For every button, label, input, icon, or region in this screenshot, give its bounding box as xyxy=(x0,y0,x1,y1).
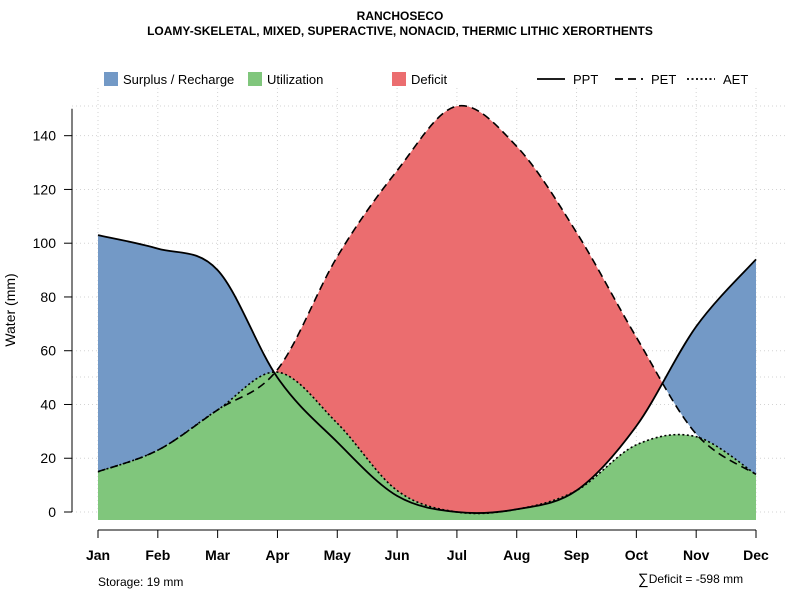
legend-label: Deficit xyxy=(411,72,448,87)
legend-label: Surplus / Recharge xyxy=(123,72,234,87)
storage-note: Storage: 19 mm xyxy=(98,575,184,589)
x-tick-label: Mar xyxy=(205,547,230,563)
y-axis-label: Water (mm) xyxy=(2,273,18,346)
sigma-symbol: ∑ xyxy=(638,571,649,588)
y-tick-label: 20 xyxy=(40,450,56,466)
legend-swatch xyxy=(392,72,406,86)
x-tick-label: Sep xyxy=(564,547,590,563)
y-tick-label: 0 xyxy=(48,504,56,520)
legend-swatch xyxy=(104,72,118,86)
utilization-base xyxy=(98,372,756,520)
y-tick-label: 60 xyxy=(40,343,56,359)
chart-title: RANCHOSECO xyxy=(356,9,444,23)
legend-label: Utilization xyxy=(267,72,323,87)
y-tick-label: 120 xyxy=(33,181,57,197)
line-aet xyxy=(97,371,757,515)
chart-subtitle: LOAMY-SKELETAL, MIXED, SUPERACTIVE, NONA… xyxy=(147,24,653,38)
area-layers xyxy=(98,105,756,520)
legend-label: AET xyxy=(723,72,748,87)
deficit-text: Deficit = -598 mm xyxy=(648,572,744,586)
x-tick-label: Aug xyxy=(503,547,530,563)
axes: 0 20 40 60 80 100 120 140 Jan Feb Mar Apr May Jun Jul A… xyxy=(2,108,769,563)
legend-swatch xyxy=(248,72,262,86)
y-tick-label: 100 xyxy=(33,235,57,251)
x-tick-label: Apr xyxy=(265,547,290,563)
legend: Surplus / Recharge Utilization Deficit PPT P… xyxy=(104,72,748,87)
x-tick-label: Jun xyxy=(385,547,410,563)
y-tick-label: 80 xyxy=(40,289,56,305)
x-tick-label: Jul xyxy=(447,547,467,563)
y-tick-label: 140 xyxy=(33,128,57,144)
legend-label: PPT xyxy=(573,72,598,87)
legend-label: PET xyxy=(651,72,676,87)
x-tick-label: May xyxy=(324,547,351,563)
y-tick-label: 40 xyxy=(40,396,56,412)
series-lines xyxy=(97,104,757,515)
x-tick-label: Feb xyxy=(145,547,170,563)
x-tick-label: Nov xyxy=(683,547,710,563)
deficit-note: ∑Deficit = -598 mm xyxy=(638,571,743,588)
line-ppt xyxy=(97,234,757,514)
x-tick-label: Oct xyxy=(625,547,649,563)
x-tick-label: Dec xyxy=(743,547,769,563)
x-tick-label: Jan xyxy=(86,547,110,563)
